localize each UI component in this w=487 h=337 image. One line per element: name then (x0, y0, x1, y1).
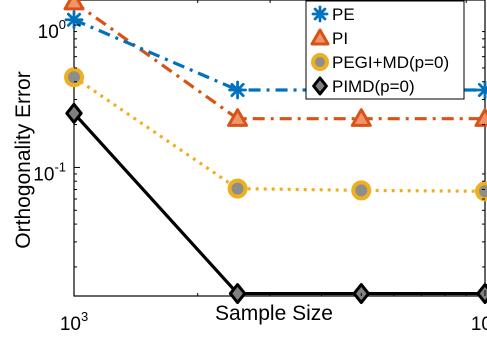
legend-item: PI (310, 28, 348, 48)
legend: PE PI PEGI+MD(p=0) PIMD(p=0) (305, 0, 465, 100)
diamond-marker (65, 102, 83, 124)
legend-item: PEGI+MD(p=0) (311, 53, 449, 72)
series-pi (63, 0, 487, 127)
y-tick-exponent: -1 (54, 159, 66, 174)
asterisk-marker-stroke (66, 12, 82, 27)
asterisk-marker-stroke (230, 82, 245, 98)
circle-marker (351, 180, 372, 201)
tick-labels: 10310410010-1 (33, 0, 487, 335)
series-line (72, 112, 485, 296)
x-tick-exponent: 3 (81, 309, 88, 324)
plot-frame (73, 0, 486, 297)
x-tick-base: 10 (471, 314, 487, 335)
circle-marker (227, 178, 248, 199)
y-tick-exponent: 0 (59, 17, 66, 32)
legend-item: PIMD(p=0) (312, 76, 415, 96)
diamond-marker (228, 283, 247, 305)
diamond-marker (476, 283, 487, 305)
legend-label: PIMD(p=0) (332, 77, 415, 96)
legend-item: PE (311, 5, 355, 24)
triangle-marker (474, 108, 487, 127)
legend-label: PEGI+MD(p=0) (332, 53, 449, 72)
y-tick-label: 10-1 (33, 159, 66, 185)
circle-marker (64, 67, 84, 88)
y-tick-base: 10 (38, 22, 59, 43)
asterisk-marker-stroke (313, 7, 327, 21)
plot-area (73, 0, 486, 297)
legend-label: PI (332, 29, 348, 48)
legend-box (305, 0, 465, 100)
y-axis-label: Orthogonality Error (12, 71, 35, 248)
y-tick-label: 100 (38, 17, 66, 43)
x-tick-base: 10 (60, 314, 81, 335)
y-tick-base: 10 (33, 164, 54, 185)
asterisk-marker-stroke (477, 85, 487, 98)
x-axis-label: Sample Size (215, 302, 333, 325)
x-tick-label: 103 (60, 309, 88, 335)
series-line (73, 75, 486, 193)
series-line (73, 18, 485, 92)
triangle-marker (310, 28, 330, 46)
triangle-marker (63, 0, 85, 11)
series-line (73, 0, 485, 121)
circle-marker (475, 181, 487, 202)
series-layer (63, 0, 487, 305)
circle-marker (311, 53, 329, 71)
triangle-marker (227, 108, 249, 127)
triangle-marker (350, 108, 372, 127)
diamond-marker (312, 76, 328, 96)
legend-label: PE (332, 5, 355, 24)
x-tick-label: 104 (471, 309, 487, 335)
series-pimd-p-0- (65, 102, 487, 305)
